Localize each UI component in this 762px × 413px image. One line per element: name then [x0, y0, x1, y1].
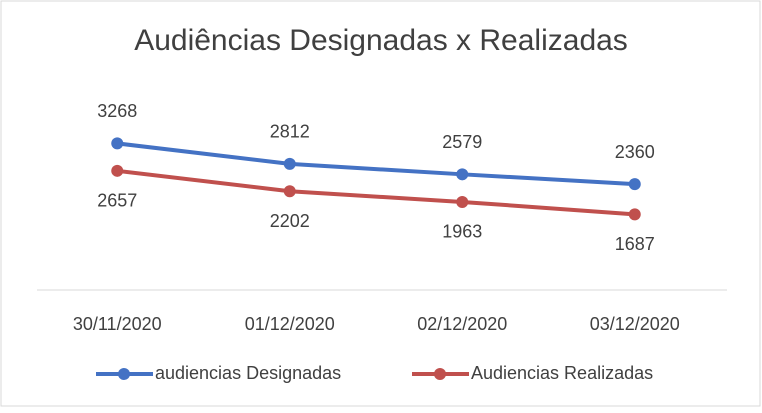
legend-marker	[118, 368, 130, 380]
data-label: 2657	[97, 191, 137, 211]
data-label: 1963	[442, 222, 482, 242]
legend-label: audiencias Designadas	[155, 363, 341, 383]
legend-label: Audiencias Realizadas	[471, 363, 653, 383]
point	[111, 164, 124, 177]
point	[456, 195, 469, 208]
data-label: 2360	[615, 142, 655, 162]
x-tick-label: 30/11/2020	[73, 314, 162, 334]
x-tick-label: 03/12/2020	[590, 314, 680, 334]
data-label: 1687	[615, 234, 655, 254]
point	[111, 137, 124, 150]
legend-marker	[434, 368, 446, 380]
x-tick-label: 02/12/2020	[417, 314, 507, 334]
series-line	[115, 141, 637, 187]
point	[456, 168, 469, 181]
data-label: 2202	[270, 211, 310, 231]
point	[628, 178, 641, 191]
data-label: 3268	[97, 101, 137, 121]
series-line	[115, 168, 637, 217]
chart-title: Audiências Designadas x Realizadas	[134, 24, 628, 57]
x-tick-label: 01/12/2020	[245, 314, 335, 334]
data-label: 2812	[270, 122, 310, 142]
point	[283, 157, 296, 170]
point	[628, 208, 641, 221]
data-label: 2579	[442, 132, 482, 152]
point	[283, 185, 296, 198]
